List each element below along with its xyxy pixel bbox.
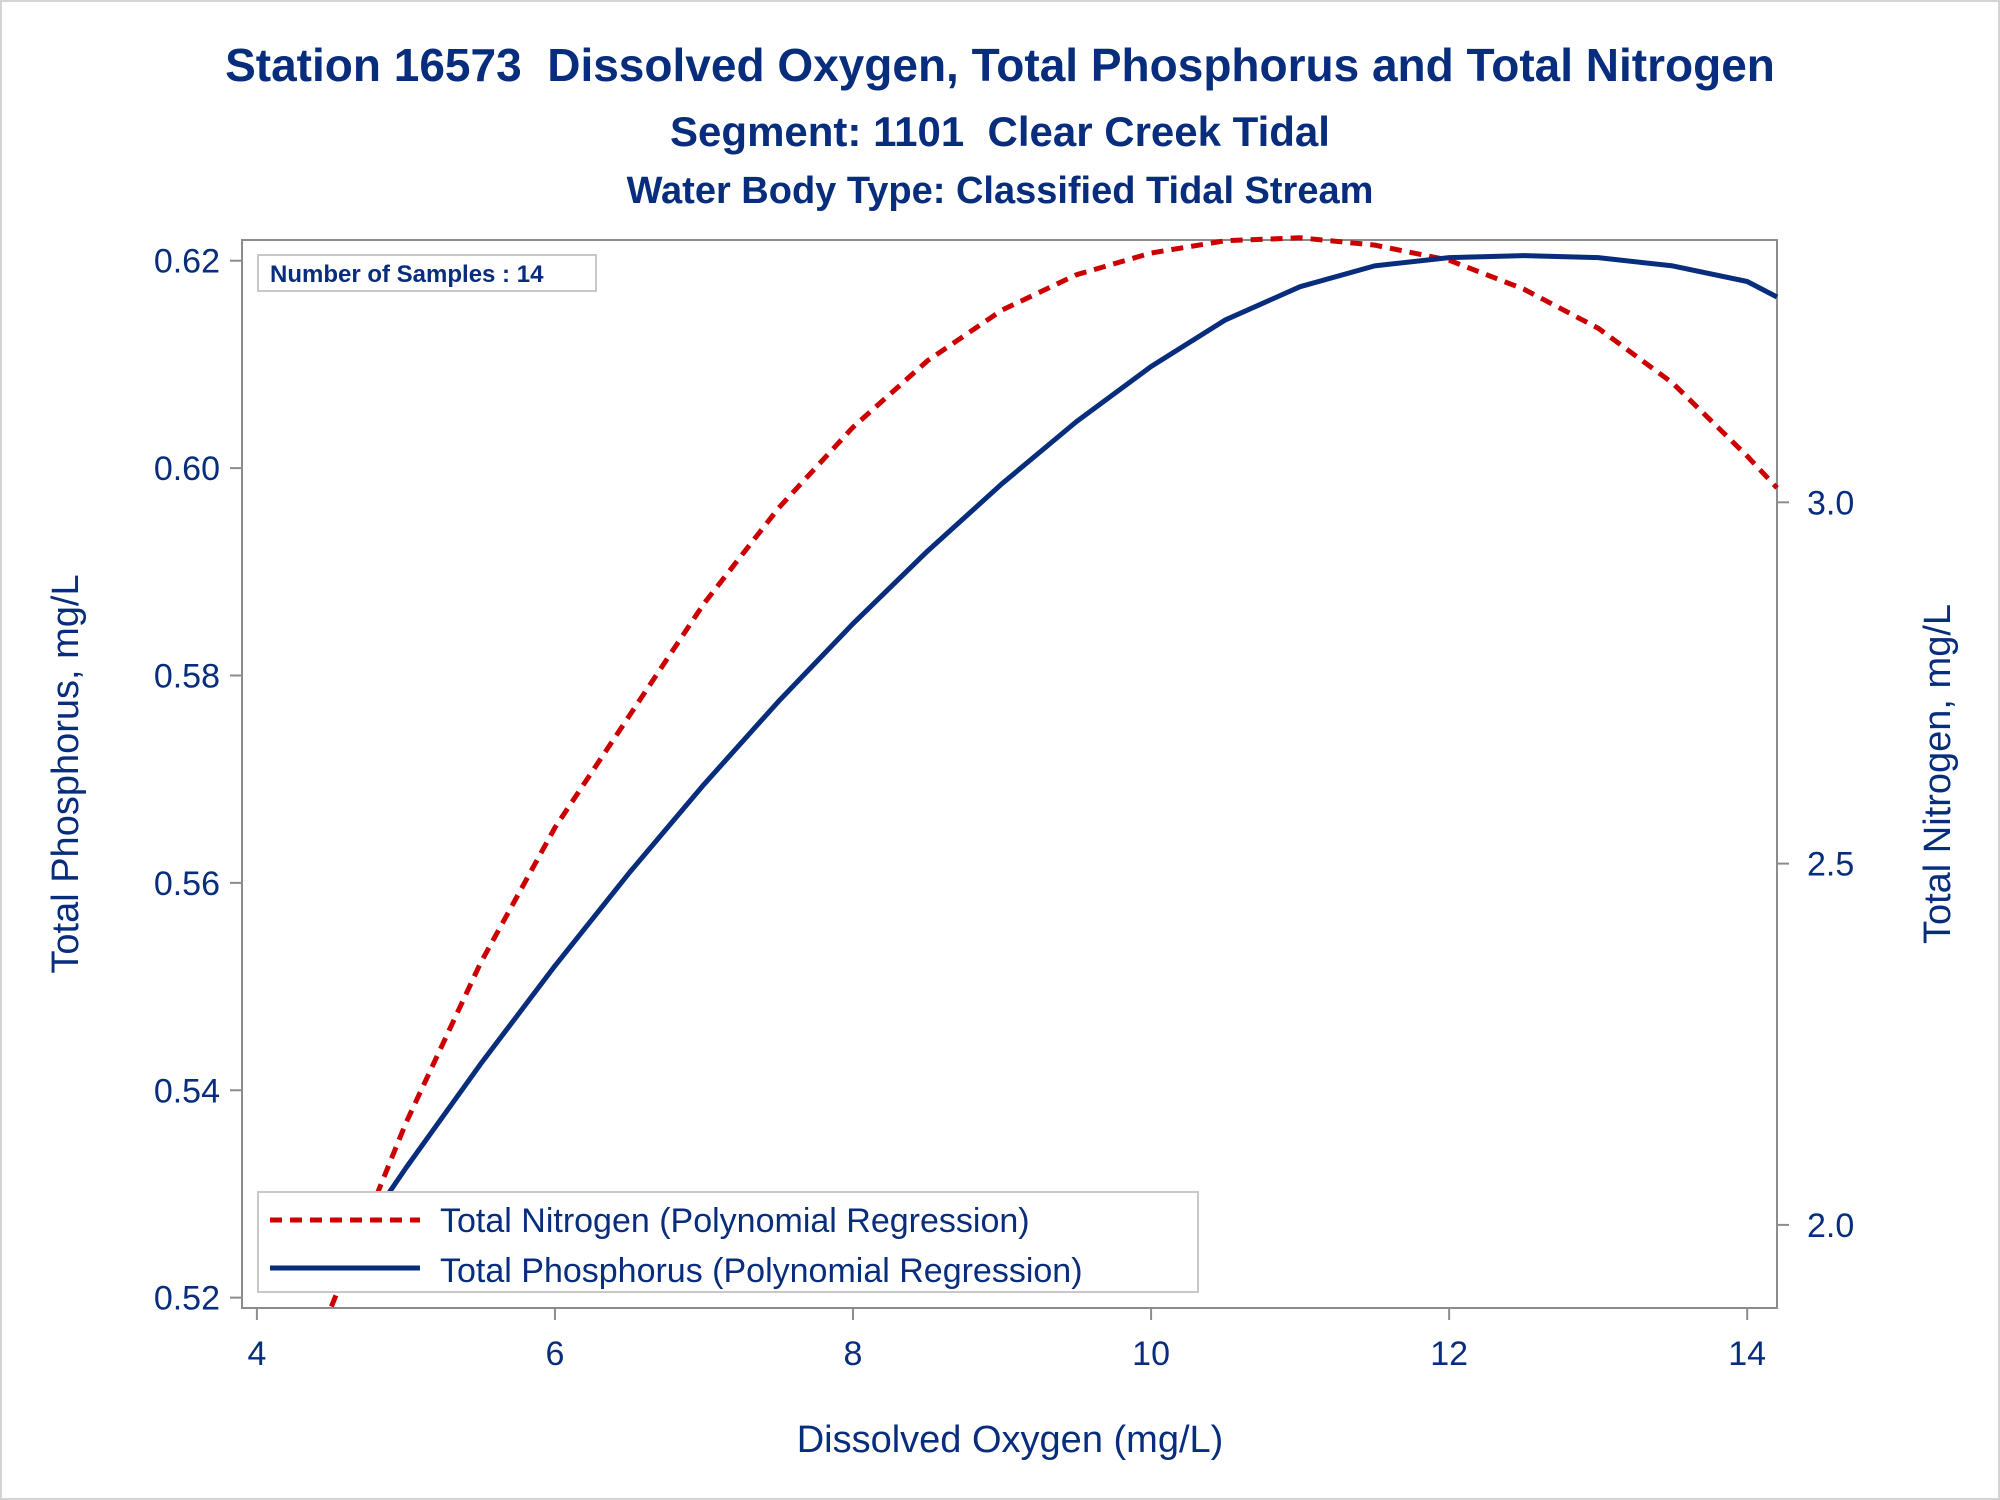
- y2-tick-label: 2.0: [1807, 1207, 1854, 1245]
- chart-subtitle-water-body: Water Body Type: Classified Tidal Stream: [626, 170, 1374, 212]
- y-tick-label: 0.62: [154, 243, 220, 281]
- x-tick-label: 12: [1430, 1335, 1468, 1373]
- x-axis: 4 6 8 10 12 14: [247, 1308, 1766, 1373]
- y-tick-label: 0.54: [154, 1072, 220, 1110]
- legend: Total Nitrogen (Polynomial Regression) T…: [257, 1191, 1199, 1293]
- y-tick-label: 0.52: [154, 1280, 220, 1318]
- y-axis-nitrogen: 2.0 2.5 3.0: [1777, 484, 1854, 1245]
- x-tick-label: 10: [1132, 1335, 1170, 1373]
- chart-subtitle-segment: Segment: 1101 Clear Creek Tidal: [670, 108, 1330, 155]
- y-axis-label: Total Phosphorus, mg/L: [45, 574, 87, 973]
- y-tick-label: 0.58: [154, 657, 220, 695]
- x-tick-label: 4: [247, 1335, 266, 1373]
- y-axis-phosphorus: 0.52 0.54 0.56 0.58 0.60 0.62: [154, 243, 242, 1318]
- plot-area: [241, 239, 1778, 1309]
- legend-label-nitrogen: Total Nitrogen (Polynomial Regression): [440, 1202, 1030, 1240]
- legend-frame: [257, 1191, 1199, 1293]
- sample-count-label: Number of Samples : 14: [270, 261, 544, 288]
- legend-label-phosphorus: Total Phosphorus (Polynomial Regression): [440, 1252, 1083, 1290]
- series-line-phosphorus: [329, 253, 1779, 1279]
- y-tick-label: 0.60: [154, 450, 220, 488]
- y-tick-label: 0.56: [154, 865, 220, 903]
- series-line-nitrogen: [329, 235, 1779, 1308]
- x-tick-label: 6: [546, 1335, 565, 1373]
- sample-count-box: Number of Samples : 14: [257, 254, 597, 292]
- chart-title: Station 16573 Dissolved Oxygen, Total Ph…: [225, 39, 1775, 91]
- sample-count-frame: [257, 254, 597, 292]
- x-axis-label: Dissolved Oxygen (mg/L): [797, 1419, 1224, 1461]
- series-layer: [329, 235, 1779, 1308]
- x-tick-label: 14: [1728, 1335, 1766, 1373]
- x-tick-label: 8: [844, 1335, 863, 1373]
- y2-tick-label: 2.5: [1807, 846, 1854, 884]
- y2-axis-label: Total Nitrogen, mg/L: [1917, 604, 1959, 944]
- y2-tick-label: 3.0: [1807, 484, 1854, 522]
